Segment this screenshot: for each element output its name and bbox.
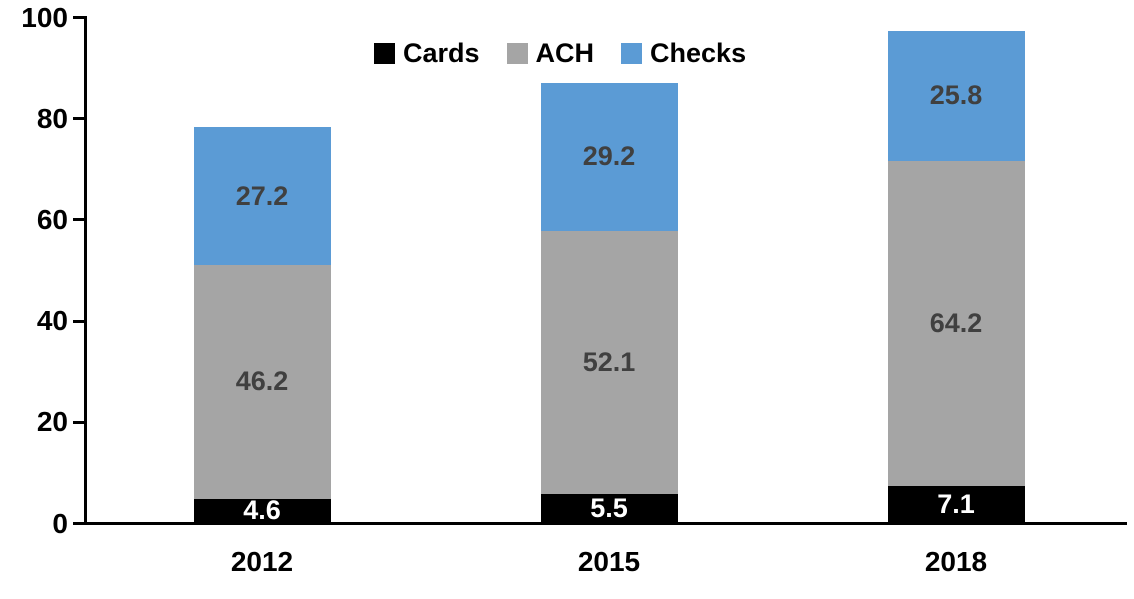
y-axis-tick-label: 40 (36, 305, 68, 337)
legend-item-ach: ACH (506, 38, 595, 68)
y-axis-tick (73, 420, 85, 424)
legend-item-cards: Cards (374, 40, 480, 67)
bar-value-label: 25.8 (929, 80, 983, 111)
bar-segment-2015-cards: 5.5 (540, 492, 678, 523)
bar-segment-2018-cards: 7.1 (887, 486, 1025, 522)
bar-segment-2015-checks: 29.2 (540, 82, 678, 231)
bar-segment-2012-ach: 46.2 (193, 264, 331, 499)
bar-segment-2012-checks: 27.2 (193, 127, 331, 265)
y-axis-tick-label: 20 (36, 406, 68, 438)
chart-legend: Cards ACH Checks (374, 40, 746, 67)
y-axis-tick-label: 60 (36, 203, 68, 235)
legend-label: Cards (403, 38, 480, 68)
bar-value-label: 64.2 (929, 308, 983, 339)
legend-label: ACH (535, 38, 595, 68)
legend-item-checks: Checks (621, 40, 746, 67)
y-axis-tick (73, 16, 85, 19)
bar-value-label: 52.1 (582, 346, 636, 377)
legend-swatch-ach-icon (506, 43, 528, 64)
legend-label: Checks (650, 38, 747, 68)
x-axis-label-2012: 2012 (230, 546, 294, 577)
x-axis-label-2015: 2015 (577, 546, 641, 577)
y-axis-tick-label: 80 (36, 102, 68, 134)
bar-segment-2018-ach: 64.2 (887, 161, 1025, 487)
legend-swatch-cards-icon (374, 43, 395, 64)
bar-value-label: 46.2 (235, 366, 289, 397)
bar-value-label: 29.2 (582, 141, 636, 172)
bar-value-label: 5.5 (590, 492, 628, 523)
bar-value-label: 7.1 (937, 488, 975, 519)
y-axis-tick (73, 319, 85, 323)
y-axis-tick (73, 218, 85, 222)
bar-segment-2012-cards: 4.6 (193, 494, 331, 525)
legend-swatch-checks-icon (621, 43, 643, 64)
y-axis-tick-label: 100 (21, 1, 68, 33)
y-axis-tick (73, 117, 85, 121)
bar-segment-2018-checks: 25.8 (887, 30, 1025, 162)
bar-value-label: 27.2 (235, 180, 289, 211)
bar-value-label: 4.6 (243, 494, 281, 525)
y-axis-tick-label: 0 (52, 507, 68, 539)
x-axis-label-2018: 2018 (924, 546, 988, 577)
y-axis (84, 16, 87, 525)
x-axis (73, 522, 1127, 525)
bar-segment-2015-ach: 52.1 (540, 230, 678, 495)
